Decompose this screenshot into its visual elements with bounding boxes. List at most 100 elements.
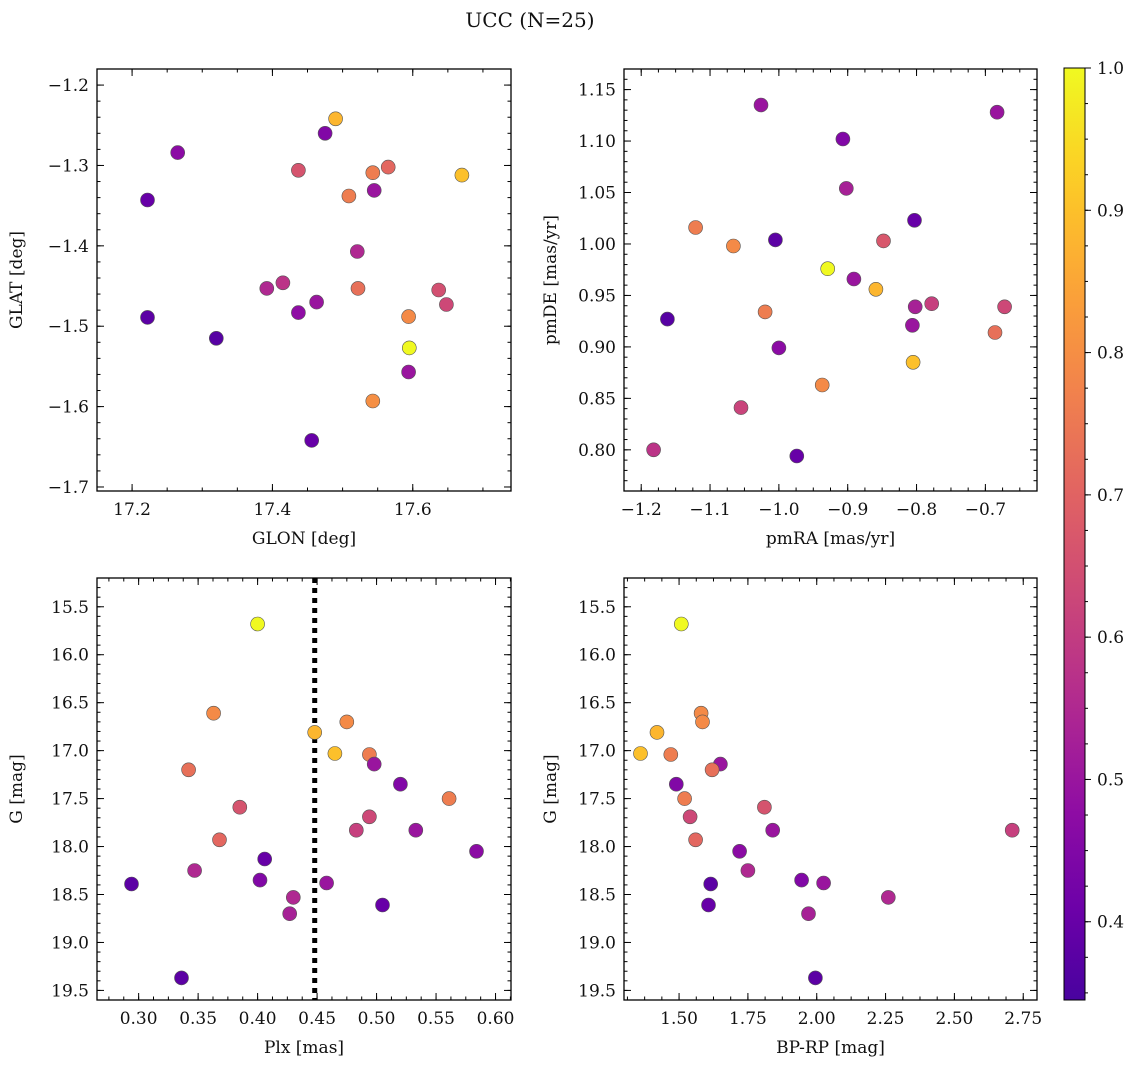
x-tick-label: 2.50 [935,1009,973,1029]
data-point [317,126,333,141]
data-point [401,364,416,380]
y-tick-label: 1.00 [578,235,616,255]
y-tick-label: 19.5 [51,981,89,1001]
data-point [454,167,470,183]
data-point [663,747,679,762]
data-point [307,725,323,740]
x-axis-label: BP-RP [mag] [776,1038,885,1058]
y-axis-label: G [mag] [541,754,561,823]
data-point [789,448,805,464]
data-point [365,165,381,180]
y-tick-label: 16.0 [578,646,616,666]
data-point [469,843,484,859]
data-point [259,281,275,296]
data-point [304,433,320,448]
data-point [907,299,923,315]
data-point [740,863,756,878]
data-point [649,725,665,740]
data-point [924,296,940,312]
data-point [366,756,382,772]
x-tick-label: 0.60 [477,1009,515,1029]
y-tick-label: 0.95 [578,286,616,306]
data-point [291,305,306,320]
data-point [765,822,781,838]
x-tick-label: 0.30 [120,1009,158,1029]
y-tick-label: 1.05 [578,184,616,204]
x-axis-label: pmRA [mas/yr] [766,529,895,549]
data-point [682,809,698,825]
data-point [757,304,773,320]
x-tick-label: −1.1 [689,500,730,520]
data-point [838,181,854,196]
data-point [989,104,1005,120]
x-tick-label: 0.45 [298,1009,336,1029]
data-point [876,233,891,249]
data-point [252,872,268,888]
x-tick-label: 2.75 [1004,1009,1042,1029]
data-point [174,970,189,986]
axes-frame [96,68,512,492]
colorbar-gradient [1063,67,1086,1001]
data-point [187,863,202,878]
data-point [327,746,343,761]
data-point [816,875,831,891]
y-tick-label: 19.0 [578,933,616,953]
data-point [401,340,417,356]
data-point [757,799,772,815]
y-tick-label: 18.5 [51,886,89,906]
data-point [365,393,381,409]
x-tick-label: 17.2 [113,500,151,520]
data-point [408,822,424,838]
data-point [905,354,921,370]
data-point [291,163,306,178]
data-point [362,809,377,825]
y-tick-label: −1.2 [48,76,89,96]
x-tick-label: −0.9 [827,500,868,520]
figure-title: UCC (N=25) [465,8,594,32]
y-axis-label: G [mag] [7,754,27,823]
x-tick-label: 0.35 [179,1009,217,1029]
x-tick-label: 1.75 [729,1009,767,1029]
y-tick-label: 0.85 [578,389,616,409]
data-point [794,872,809,888]
y-axis-label: pmDE [mas/yr] [541,215,561,345]
data-point [375,897,390,913]
data-point [232,799,248,815]
x-axis-label: GLON [deg] [252,529,356,549]
x-tick-label: 17.4 [253,500,291,520]
data-point [341,188,357,204]
data-point [835,131,851,147]
data-point [880,890,896,905]
data-point [1004,822,1020,838]
colorbar-tick-label: 0.4 [1097,913,1124,933]
y-tick-label: 19.5 [578,981,616,1001]
x-tick-label: 0.40 [239,1009,277,1029]
data-point [401,309,416,324]
y-tick-label: 17.5 [51,790,89,810]
data-point [820,261,836,277]
plot-area [97,69,511,491]
data-point [393,776,408,792]
data-point [257,851,273,867]
y-axis-label: GLAT [deg] [7,231,27,329]
colorbar-tick-label: 0.9 [1097,201,1124,221]
y-tick-label: 1.10 [578,132,616,152]
x-tick-label: −0.7 [965,500,1006,520]
data-point [209,330,224,346]
y-tick-label: 19.0 [51,933,89,953]
data-point [801,906,816,922]
plot-area [97,578,511,1000]
data-point [140,192,155,208]
plot-area [624,578,1037,1000]
panel-bprp-g: 1.50 1.75 2.00 2.25 2.50 2.75 15.5 16.0 16.5 17.0… [541,577,1042,1058]
colorbar-tick-label: 0.6 [1097,628,1124,648]
data-point [124,876,139,892]
data-point [768,232,783,248]
data-point [677,791,692,806]
data-point [688,832,703,848]
x-tick-label: −1.0 [758,500,799,520]
data-point [733,400,749,415]
y-tick-label: 17.0 [51,742,89,762]
x-tick-label: 17.6 [394,500,432,520]
